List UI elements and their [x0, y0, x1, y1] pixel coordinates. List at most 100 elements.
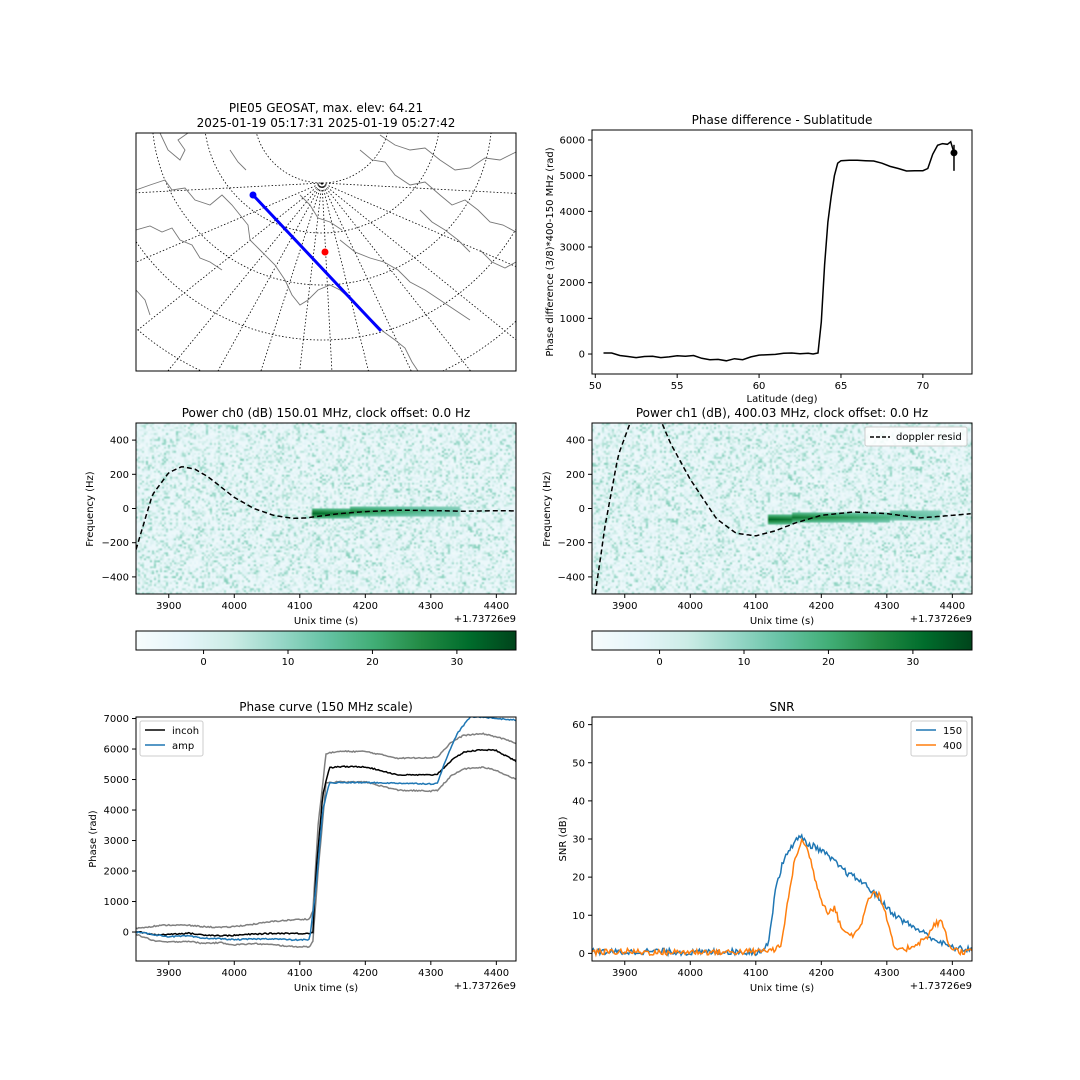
snr-axis-ticks: 3900 4000 4100 4200 4300 4400 0 10 20 30 40 50 60	[572, 720, 965, 979]
phase_curve-ytick-label: 6000	[104, 745, 129, 756]
track-start-marker	[249, 191, 257, 199]
legend-150-label: 150	[943, 726, 962, 737]
phase_curve-xtick-label: 4300	[418, 968, 443, 979]
power-ch1-legend: doppler resid	[864, 426, 968, 447]
map-graticule-parallels	[136, 133, 516, 371]
power_ch1-xtick-label: 4000	[678, 601, 703, 612]
phase_curve-xtick-label: 3900	[156, 968, 181, 979]
power-ch0-axis-ticks: 3900 4000 4100 4200 4300 4400 −400 −200 0 200 400	[102, 436, 510, 612]
snr-xtick-label: 4400	[940, 968, 965, 979]
power-ch0-plot-area	[136, 423, 516, 594]
power_ch1-xtick-label: 4200	[809, 601, 834, 612]
phase_curve-ytick-label: 0	[123, 928, 129, 939]
snr-xtick-label: 3900	[612, 968, 637, 979]
snr-title: SNR	[770, 700, 795, 714]
power_ch0-spectrogram	[136, 423, 516, 594]
power_ch1-ytick-label: 0	[579, 504, 585, 515]
receiver-station-marker	[321, 248, 329, 256]
power_ch0-ytick-label: −400	[102, 572, 129, 583]
snr-ytick-label: 60	[572, 720, 585, 731]
power_ch1-colorbar-tick-label: 0	[656, 657, 662, 668]
power_ch0-doppler-curve	[136, 466, 516, 550]
power_ch0-ytick-label: 0	[123, 504, 129, 515]
satellite-track-line	[251, 193, 383, 333]
map-graticule-meridians	[136, 182, 516, 371]
snr-frame	[591, 716, 973, 962]
power_ch1-colorbar-tick-label: 20	[822, 657, 835, 668]
legend-incoh-label: incoh	[172, 726, 199, 737]
phase_lat-ytick-label: 2000	[560, 278, 585, 289]
power_ch0-xtick-label: 4000	[222, 601, 247, 612]
phase_lat-xtick-label: 65	[835, 381, 848, 392]
snr-xtick-label: 4100	[743, 968, 768, 979]
snr-offset-label: +1.73726e9	[910, 981, 972, 992]
phase-curve-frame	[135, 716, 517, 962]
power_ch0-xtick-label: 4400	[484, 601, 509, 612]
power-ch1-title: Power ch1 (dB), 400.03 MHz, clock offset…	[636, 406, 928, 420]
power_ch1-xtick-label: 4400	[940, 601, 965, 612]
power_ch0-xtick-label: 3900	[156, 601, 181, 612]
phase-curve-offset-label: +1.73726e9	[454, 981, 516, 992]
snr-xtick-label: 4000	[678, 968, 703, 979]
phase-lat-xlabel: Latitude (deg)	[747, 394, 818, 405]
power-ch0-offset-label: +1.73726e9	[454, 614, 516, 625]
phase-curve-line-bound-2	[136, 732, 516, 930]
power_ch1-spectrogram	[592, 423, 972, 594]
power-ch0-title: Power ch0 (dB) 150.01 MHz, clock offset:…	[182, 406, 471, 420]
phase_curve-ytick-label: 2000	[104, 867, 129, 878]
map-coastlines	[136, 133, 516, 371]
snr-ytick-label: 20	[572, 873, 585, 884]
phase-lat-axis-ticks: 50 55 60 65 70 0 1000 2000 3000 4000 5000 6000	[560, 135, 930, 392]
power_ch1-colorbar-ramp	[591, 630, 973, 651]
phase_lat-ytick-label: 4000	[560, 207, 585, 218]
power_ch1-ytick-label: −400	[558, 572, 585, 583]
phase_curve-ytick-label: 3000	[104, 836, 129, 847]
power-ch1-frame	[591, 422, 973, 595]
power-ch1-xlabel: Unix time (s)	[750, 616, 814, 627]
phase_curve-xtick-label: 4400	[484, 968, 509, 979]
phase-lat-ylabel: Phase difference (3/8)*400-150 MHz (rad)	[545, 147, 556, 356]
power-ch1-ylabel: Frequency (Hz)	[542, 471, 553, 547]
phase_lat-ytick-label: 0	[579, 350, 585, 361]
power_ch1-colorbar-tick-label: 30	[907, 657, 920, 668]
phase-curve-line-incoh	[136, 748, 516, 938]
phase_lat-ytick-label: 1000	[560, 314, 585, 325]
phase-lat-plot-area	[603, 140, 958, 362]
power_ch1-colorbar-tick-label: 10	[738, 657, 751, 668]
phase-curve-line-amp	[136, 717, 516, 942]
phase-lat-panel: Phase difference - Sublatitude 50 55 60 65 7…	[545, 113, 973, 405]
power-ch0-ylabel: Frequency (Hz)	[85, 471, 96, 547]
phase_lat-ytick-label: 3000	[560, 243, 585, 254]
power_ch0-colorbar-tick-label: 30	[451, 657, 464, 668]
power_ch0-xtick-label: 4200	[353, 601, 378, 612]
power-ch1-colorbar: 0 10 20 30	[591, 630, 973, 668]
phase_lat-xtick-label: 55	[671, 381, 684, 392]
power-ch1-plot-area	[592, 423, 972, 594]
phase-curve-legend: incoh amp	[139, 720, 204, 757]
map-title-line2: 2025-01-19 05:17:31 2025-01-19 05:27:42	[197, 116, 456, 130]
phase-curve-axis-ticks: 3900 4000 4100 4200 4300 4400 0 1000 2000 3000 400…	[104, 714, 510, 979]
power_ch0-ytick-label: −200	[102, 538, 129, 549]
power-ch1-offset-label: +1.73726e9	[910, 614, 972, 625]
snr-ytick-label: 50	[572, 758, 585, 769]
phase-lat-series-line	[603, 140, 955, 362]
phase_curve-xtick-label: 4100	[287, 968, 312, 979]
phase-lat-title: Phase difference - Sublatitude	[692, 113, 873, 127]
phase_lat-ytick-label: 6000	[560, 135, 585, 146]
phase_lat-xtick-label: 70	[916, 381, 929, 392]
map-title-line1: PIE05 GEOSAT, max. elev: 64.21	[229, 101, 423, 115]
phase_lat-ytick-label: 5000	[560, 171, 585, 182]
legend-doppler-label: doppler resid	[896, 432, 962, 443]
power-ch0-panel: Power ch0 (dB) 150.01 MHz, clock offset:…	[85, 406, 517, 668]
power_ch0-xtick-label: 4300	[418, 601, 443, 612]
power-ch0-xlabel: Unix time (s)	[294, 616, 358, 627]
power_ch1-xtick-label: 4100	[743, 601, 768, 612]
power_ch0-colorbar-ramp	[135, 630, 517, 651]
snr-ytick-label: 0	[579, 949, 585, 960]
phase-lat-frame	[591, 129, 973, 375]
power_ch0-xtick-label: 4100	[287, 601, 312, 612]
snr-ytick-label: 30	[572, 835, 585, 846]
power_ch0-colorbar-tick-label: 20	[366, 657, 379, 668]
legend-400-label: 400	[943, 741, 962, 752]
